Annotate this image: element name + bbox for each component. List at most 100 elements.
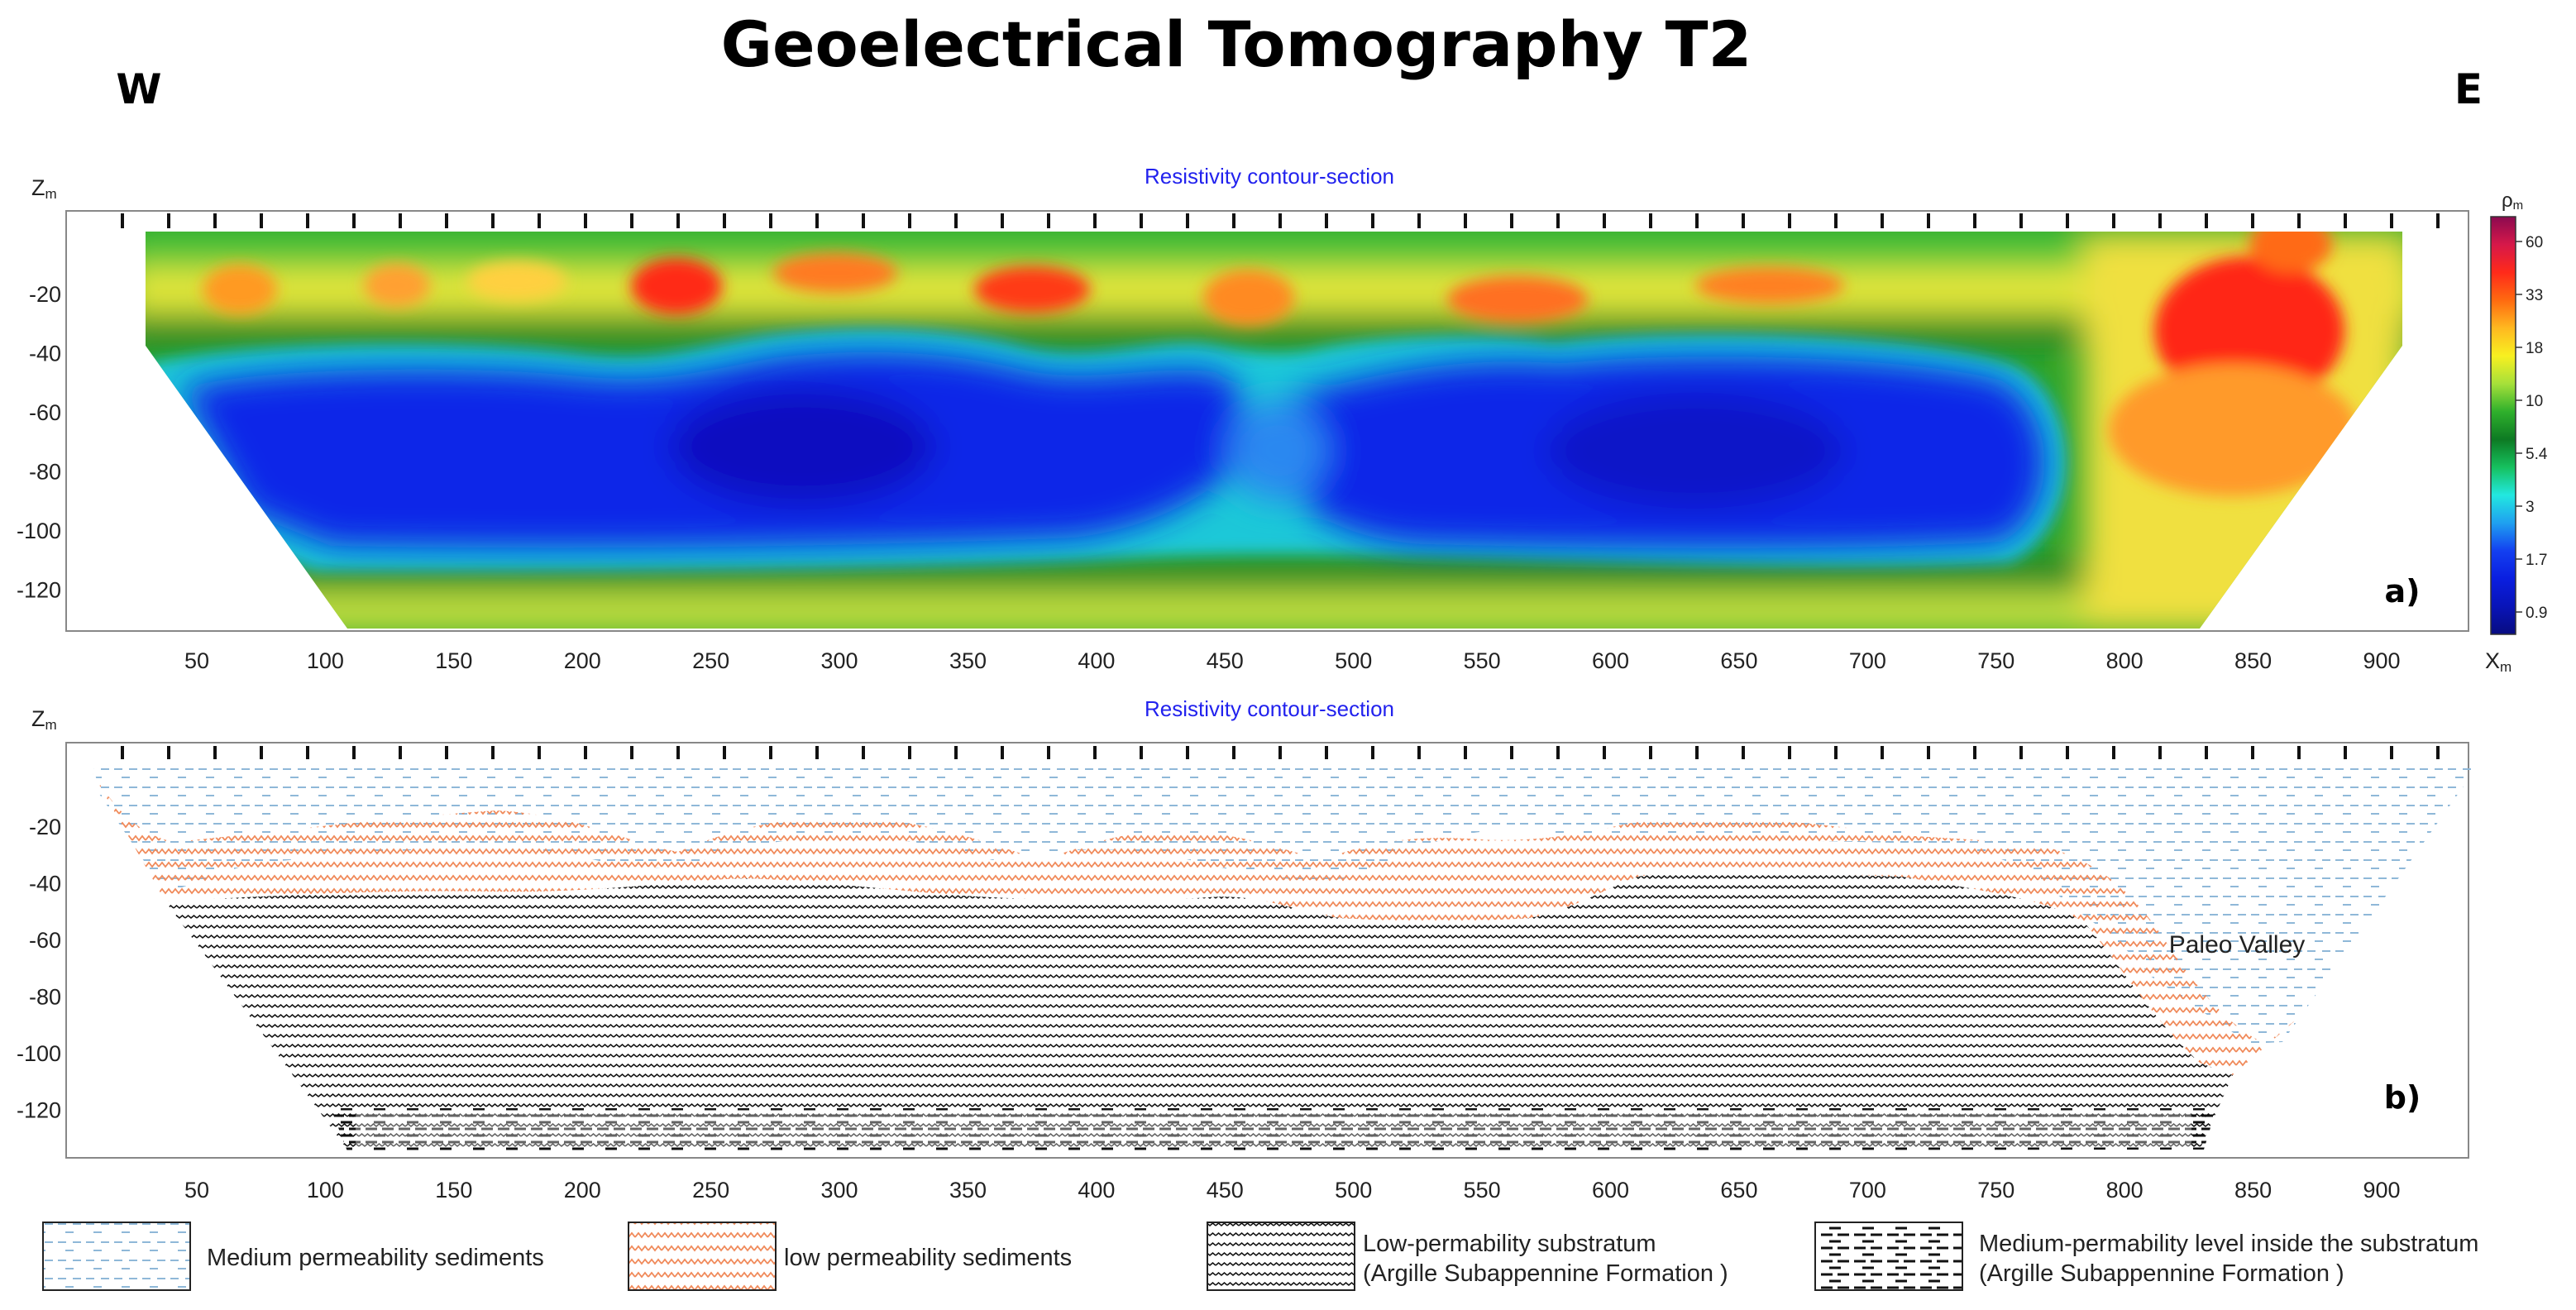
a-distance-tick-label: 800	[2106, 648, 2143, 673]
a-distance-tick-label: 300	[821, 648, 858, 673]
a-depth-tick-label: -100	[17, 519, 61, 543]
medium-permeability-level	[331, 1108, 2216, 1151]
legend-label: (Argille Subappennine Formation )	[1363, 1260, 1728, 1287]
a-distance-tick-label: 700	[1849, 648, 1886, 673]
b-distance-tick-label: 850	[2234, 1178, 2272, 1202]
b-distance-tick-label: 900	[2363, 1178, 2400, 1202]
a-depth-tick-label: -60	[29, 400, 61, 425]
legend-label: low permeability sediments	[784, 1245, 1072, 1271]
colorbar-tick-label: 10	[2526, 393, 2543, 410]
panel-a: Resistivity contour-section Zm	[17, 164, 2548, 675]
panel-b-frame	[65, 742, 2469, 1159]
a-distance-tick-label: 600	[1592, 648, 1629, 673]
west-label: W	[116, 65, 161, 113]
colorbar-tick-label: 18	[2526, 340, 2543, 357]
colorbar-gradient	[2490, 216, 2516, 635]
a-distance-tick-label: 850	[2234, 648, 2272, 673]
b-depth-tick-label: -120	[17, 1098, 61, 1123]
a-distance-tick-label: 100	[307, 648, 344, 673]
legend-swatch	[1814, 1222, 1963, 1291]
b-distance-tick-label: 600	[1592, 1178, 1629, 1202]
east-label: E	[2454, 65, 2483, 113]
panel-b-electrodes	[121, 746, 2440, 759]
colorbar-tick-label: 60	[2526, 234, 2543, 251]
b-depth-tick-label: -100	[17, 1041, 61, 1066]
a-distance-tick-label: 350	[949, 648, 987, 673]
b-depth-tick-label: -60	[29, 928, 61, 953]
a-distance-tick-label: 500	[1335, 648, 1372, 673]
panel-b-z-sub: m	[45, 717, 57, 733]
panel-a-tag: a)	[2384, 573, 2420, 610]
legend: Medium permeability sediments low permeab…	[42, 1222, 2478, 1291]
resistivity-low-zones	[182, 351, 2045, 548]
b-distance-tick-label: 150	[435, 1178, 472, 1202]
resistivity-section	[146, 232, 2402, 629]
b-distance-tick-label: 400	[1078, 1178, 1115, 1202]
legend-item: Low-permability substratum (Argille Subap…	[1207, 1222, 1728, 1291]
a-distance-tick-label: 400	[1078, 648, 1115, 673]
b-distance-tick-label: 800	[2106, 1178, 2143, 1202]
colorbar-ticks: 60 33 18 10 5.4 3 1.7 0.9	[2516, 234, 2548, 622]
panel-a-z-sub: m	[45, 186, 57, 202]
a-depth-tick-label: -40	[29, 342, 61, 366]
legend-item: Medium permeability sediments	[42, 1222, 544, 1291]
a-distance-tick-label: 450	[1207, 648, 1244, 673]
legend-item: Medium-permability level inside the subs…	[1814, 1222, 2478, 1291]
panel-b-distance-ticks: 50 100 150 200 250 300 350 400 450 500 550 600 650 70…	[184, 1178, 2401, 1202]
panel-b-subtitle: Resistivity contour-section	[1145, 696, 1394, 721]
panel-b-z-axis-label: Zm	[31, 706, 57, 733]
a-distance-tick-label: 200	[564, 648, 601, 673]
panel-a-x-sub: m	[2500, 659, 2511, 675]
a-distance-tick-label: 750	[1977, 648, 2014, 673]
b-depth-tick-label: -20	[29, 815, 61, 839]
a-distance-tick-label: 250	[692, 648, 729, 673]
panel-b: Resistivity contour-section Zm Paleo Val…	[17, 696, 2471, 1202]
figure-title: Geoelectrical Tomography T2	[721, 7, 1752, 81]
panel-a-subtitle: Resistivity contour-section	[1145, 164, 1394, 189]
a-depth-tick-label: -20	[29, 282, 61, 307]
b-distance-tick-label: 200	[564, 1178, 601, 1202]
b-distance-tick-label: 100	[307, 1178, 344, 1202]
legend-item: low permeability sediments	[628, 1222, 1072, 1291]
colorbar-tick-label: 1.7	[2526, 552, 2547, 569]
b-distance-tick-label: 650	[1720, 1178, 1757, 1202]
b-distance-tick-label: 350	[949, 1178, 987, 1202]
b-distance-tick-label: 250	[692, 1178, 729, 1202]
b-distance-tick-label: 500	[1335, 1178, 1372, 1202]
a-distance-tick-label: 900	[2363, 648, 2400, 673]
colorbar-tick-label: 3	[2526, 499, 2535, 516]
panel-a-x-axis-label: Xm	[2485, 648, 2511, 675]
legend-swatch	[628, 1222, 777, 1291]
b-distance-tick-label: 700	[1849, 1178, 1886, 1202]
panel-b-depth-ticks: -20 -40 -60 -80 -100 -120	[17, 815, 61, 1123]
b-distance-tick-label: 550	[1464, 1178, 1501, 1202]
legend-swatch	[42, 1222, 191, 1291]
a-distance-tick-label: 650	[1720, 648, 1757, 673]
substratum-dash-overlay	[356, 1112, 2191, 1147]
b-distance-tick-label: 450	[1207, 1178, 1244, 1202]
paleo-valley-label: Paleo Valley	[2169, 931, 2306, 959]
panel-a-z-axis-label: Zm	[31, 175, 57, 202]
colorbar-tick-label: 5.4	[2526, 446, 2548, 463]
legend-swatch	[1207, 1222, 1355, 1291]
panel-a-depth-ticks: -20 -40 -60 -80 -100 -120	[17, 282, 61, 603]
legend-label: Low-permability substratum	[1363, 1231, 1656, 1257]
legend-label: Medium permeability sediments	[207, 1245, 544, 1271]
a-depth-tick-label: -80	[29, 460, 61, 485]
b-depth-tick-label: -80	[29, 985, 61, 1010]
medium-permeability-sediments	[93, 761, 2471, 1044]
low-permeability-substratum	[165, 872, 2233, 1150]
colorbar-title-sub: m	[2513, 198, 2524, 213]
panel-a-distance-ticks: 50 100 150 200 250 300 350 400 450 500 550 600 650 70…	[184, 648, 2401, 673]
colorbar-tick-label: 33	[2526, 287, 2543, 304]
a-depth-tick-label: -120	[17, 578, 61, 603]
legend-label: (Argille Subappennine Formation )	[1979, 1260, 2344, 1287]
a-distance-tick-label: 150	[435, 648, 472, 673]
low-permeability-sediments	[93, 773, 2299, 1075]
legend-label: Medium-permability level inside the subs…	[1979, 1231, 2478, 1257]
panel-a-electrodes	[121, 213, 2440, 228]
colorbar-title: ρm	[2502, 189, 2523, 213]
b-distance-tick-label: 50	[184, 1178, 209, 1202]
colorbar: ρm 60 33 18 10 5.4 3 1.7 0.9	[2490, 189, 2548, 635]
